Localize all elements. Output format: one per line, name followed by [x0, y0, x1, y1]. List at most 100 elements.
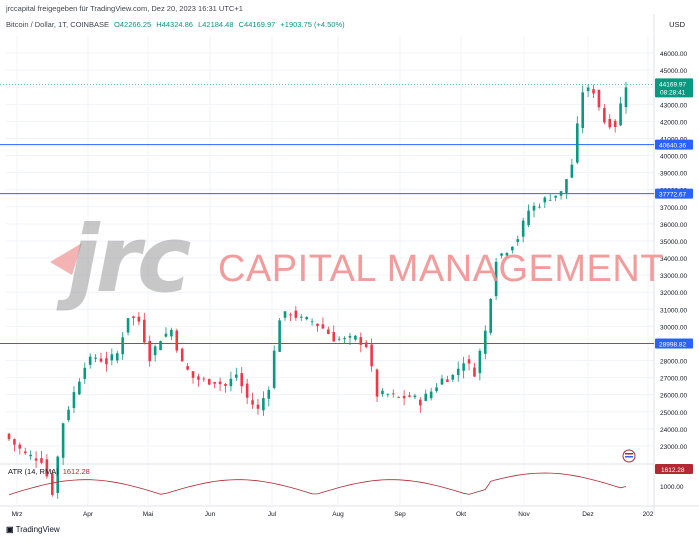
candle-body	[78, 381, 81, 395]
candle-body	[88, 356, 92, 365]
candle-body	[164, 333, 168, 337]
candle-body	[516, 239, 520, 242]
candle-body	[337, 338, 341, 340]
x-tick-label: Jul	[268, 511, 277, 518]
candle-body	[570, 164, 574, 178]
candle-body	[559, 191, 563, 196]
candle-body	[327, 329, 330, 335]
x-tick-label: Jun	[205, 511, 216, 518]
candle-body	[478, 350, 482, 374]
y-tick-label: 35000.00	[660, 239, 687, 246]
publisher-header: jrccapital freigegeben für TradingView.c…	[6, 4, 243, 13]
symbol-label[interactable]: Bitcoin / Dollar, 1T, COINBASE	[6, 20, 109, 29]
candle-body	[408, 395, 411, 397]
low-value: L42184.48	[198, 20, 234, 29]
countdown-label: 08:28:41	[660, 89, 686, 96]
currency-label[interactable]: USD	[669, 20, 685, 29]
open-value: O42266.25	[114, 20, 152, 29]
level-badge-label: 28998.82	[659, 341, 686, 348]
candle-body	[483, 330, 487, 354]
candle-body	[245, 383, 249, 398]
watermark-company: CAPITAL MANAGEMENT	[218, 248, 665, 290]
candle-body	[121, 337, 124, 355]
candle-body	[613, 120, 617, 128]
candle-body	[148, 340, 152, 362]
y-tick-label: 27000.00	[660, 376, 687, 383]
candle-body	[386, 394, 390, 395]
tradingview-logo-icon: ▣	[6, 525, 14, 534]
candle-body	[34, 458, 38, 461]
candle-body	[494, 261, 498, 297]
candle-body	[224, 383, 227, 386]
candle-body	[115, 353, 119, 361]
candle-body	[13, 439, 16, 445]
y-tick-label: 23000.00	[660, 444, 687, 451]
change-value: +1903.75 (+4.50%)	[280, 20, 345, 29]
candle-body	[18, 444, 22, 449]
x-tick-label: Okt	[456, 511, 466, 518]
candle-body	[105, 358, 108, 365]
candle-body	[67, 409, 70, 421]
y-tick-label: 42000.00	[660, 119, 687, 126]
candle-body	[532, 205, 536, 211]
candle-body	[256, 404, 260, 409]
candle-body	[186, 366, 189, 370]
candle-body	[456, 368, 460, 376]
candle-body	[554, 195, 557, 198]
candle-body	[159, 341, 162, 351]
candle-body	[283, 311, 287, 318]
candle-body	[83, 367, 87, 379]
last-price-badge	[655, 78, 693, 98]
candle-body	[575, 123, 579, 163]
candle-body	[397, 396, 400, 398]
x-tick-label: Aug	[332, 511, 344, 518]
candle-body	[251, 400, 254, 405]
candle-body	[381, 390, 384, 395]
candle-body	[310, 321, 314, 323]
candle-body	[592, 89, 595, 94]
y-tick-label: 26000.00	[660, 393, 687, 400]
candle-body	[581, 92, 585, 128]
candle-body	[402, 395, 406, 399]
candle-body	[110, 354, 114, 361]
atr-value: 1612.28	[62, 467, 90, 476]
candle-body	[175, 330, 179, 351]
candle-body	[527, 210, 530, 226]
level-badge	[655, 139, 693, 150]
level-badge	[655, 338, 693, 349]
candle-body	[538, 206, 541, 208]
candle-body	[23, 451, 27, 454]
candle-body	[332, 332, 336, 342]
y-tick-label: 30000.00	[660, 324, 687, 331]
atr-indicator-label[interactable]: ATR (14, RMA) 1612.28	[8, 467, 90, 476]
y-tick-label: 36000.00	[660, 222, 687, 229]
candle-body	[505, 253, 509, 256]
level-badge-label: 40640.36	[659, 143, 686, 150]
tradingview-brand[interactable]: ▣ TradingView	[6, 525, 60, 534]
x-tick-label: Nov	[518, 511, 530, 518]
candle-body	[624, 87, 628, 108]
y-tick-label: 25000.00	[660, 410, 687, 417]
y-tick-label: 24000.00	[660, 427, 687, 434]
candle-body	[321, 324, 325, 329]
x-tick-label: Mrz	[12, 511, 23, 518]
candle-body	[619, 103, 622, 126]
candle-body	[272, 350, 276, 388]
candle-body	[424, 393, 428, 401]
candle-body	[29, 454, 32, 457]
candle-body	[608, 118, 612, 128]
candle-body	[359, 337, 363, 345]
x-tick-label: Mai	[143, 511, 153, 518]
us-flag-icon-stripe	[625, 453, 633, 455]
candle-body	[348, 335, 352, 338]
candle-body	[170, 329, 173, 337]
candle-body	[50, 473, 54, 495]
x-tick-label: 202	[643, 511, 654, 518]
candle-body	[299, 316, 303, 318]
watermark-wedge-icon	[50, 243, 82, 275]
candle-body	[451, 374, 455, 380]
x-tick-label: Dez	[582, 511, 594, 518]
candle-body	[7, 433, 11, 440]
y-tick-label: 46000.00	[660, 51, 687, 58]
